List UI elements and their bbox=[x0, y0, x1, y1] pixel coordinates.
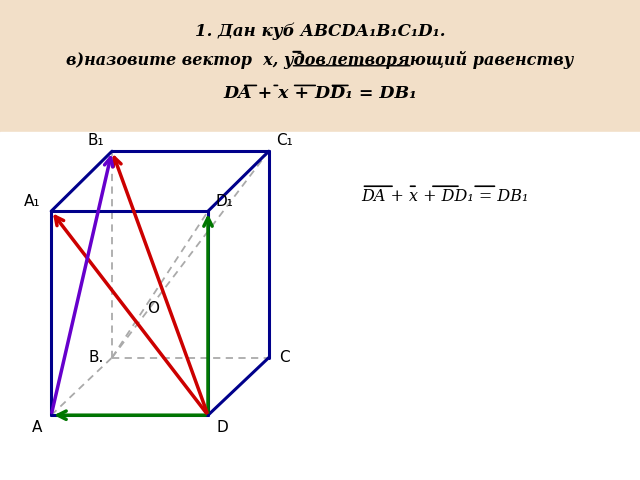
Text: C: C bbox=[280, 350, 290, 365]
Text: D₁: D₁ bbox=[215, 194, 233, 209]
Text: O: O bbox=[147, 301, 159, 316]
Text: D: D bbox=[216, 420, 228, 435]
Bar bbox=[0, 132, 640, 480]
Text: C₁: C₁ bbox=[276, 133, 293, 148]
Text: B.: B. bbox=[88, 350, 104, 365]
Text: DA + x + DD₁ = DB₁: DA + x + DD₁ = DB₁ bbox=[223, 84, 417, 102]
Text: A: A bbox=[32, 420, 42, 435]
Text: в)назовите вектор  x, удовлетворяющий равенству: в)назовите вектор x, удовлетворяющий рав… bbox=[67, 51, 573, 69]
Text: A₁: A₁ bbox=[24, 194, 40, 209]
Text: 1. Дан куб АВСDА₁В₁С₁D₁.: 1. Дан куб АВСDА₁В₁С₁D₁. bbox=[195, 23, 445, 40]
Text: DA + x + DD₁ = DB₁: DA + x + DD₁ = DB₁ bbox=[362, 188, 529, 205]
Bar bbox=[0, 0, 640, 132]
Text: B₁: B₁ bbox=[88, 133, 104, 148]
